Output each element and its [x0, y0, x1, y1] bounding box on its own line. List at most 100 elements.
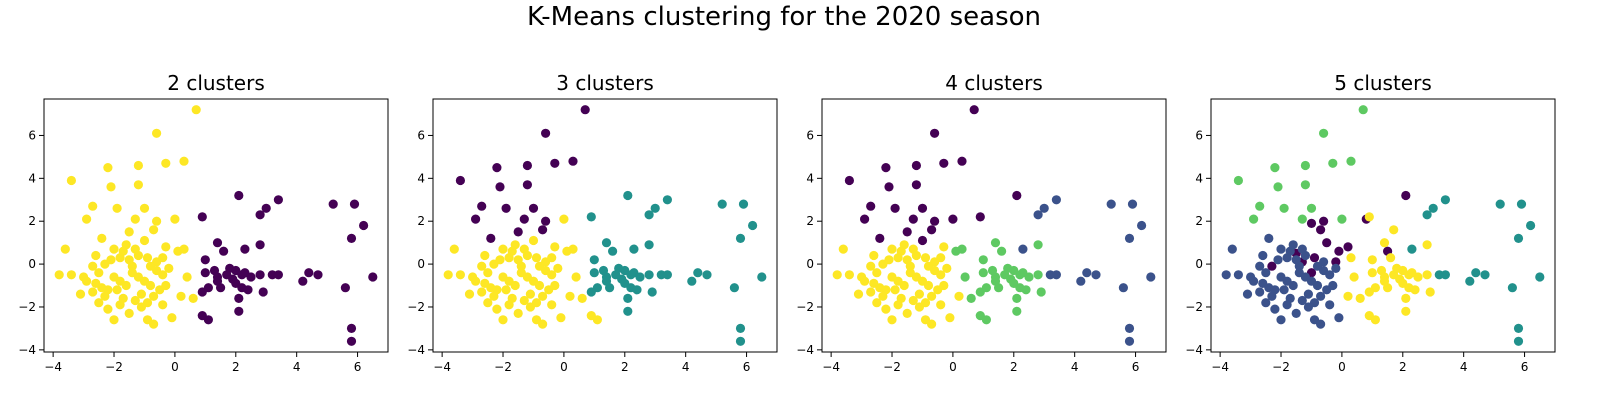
scatter-point	[492, 163, 502, 173]
scatter-point	[936, 253, 946, 263]
scatter-point	[1367, 268, 1377, 278]
scatter-point	[164, 263, 174, 273]
scatter-point	[644, 270, 654, 280]
scatter-point	[957, 244, 967, 254]
scatter-point	[565, 291, 575, 301]
axes-frame	[43, 98, 389, 353]
scatter-point	[1146, 272, 1156, 282]
scatter-point	[1091, 270, 1101, 280]
scatter-point	[1513, 323, 1524, 333]
scatter-point	[997, 246, 1007, 256]
x-tick-label: 2	[1010, 360, 1018, 374]
scatter-point	[88, 201, 98, 211]
scatter-point	[577, 293, 587, 303]
x-tick-label: 0	[949, 360, 957, 374]
scatter-point	[346, 233, 357, 243]
scatter-point	[1331, 263, 1341, 273]
scatter-points	[832, 105, 1156, 346]
scatter-point	[945, 313, 955, 323]
scatter-point	[158, 300, 168, 310]
scatter-point	[112, 203, 122, 213]
scatter-point	[1012, 306, 1022, 316]
scatter-point	[844, 175, 855, 186]
scatter-point	[106, 182, 116, 192]
scatter-point	[644, 210, 654, 220]
scatter-point	[368, 272, 378, 282]
x-tick-label: 2	[232, 360, 240, 374]
scatter-point	[1124, 323, 1135, 333]
scatter-points	[443, 105, 767, 346]
x-tick-label: 0	[560, 360, 568, 374]
scatter-point	[927, 225, 937, 235]
scatter-point	[133, 180, 143, 190]
y-tick-label: 2	[417, 214, 425, 228]
scatter-point	[531, 253, 542, 263]
scatter-point	[623, 190, 633, 201]
scatter-point	[1516, 199, 1527, 209]
y-tick-label: −4	[18, 343, 36, 357]
scatter-point	[738, 199, 749, 209]
scatter-point	[1221, 270, 1231, 280]
scatter-point	[513, 308, 523, 318]
scatter-point	[1297, 295, 1307, 306]
scatter-point	[589, 268, 599, 278]
scatter-point	[191, 105, 201, 115]
scatter-point	[1370, 315, 1380, 325]
scatter-point	[1507, 283, 1517, 293]
scatter-point	[188, 293, 198, 303]
y-tick-label: −2	[18, 300, 36, 314]
x-tick-label: 4	[293, 360, 301, 374]
scatter-point	[516, 261, 526, 271]
scatter-point	[492, 304, 502, 314]
scatter-point	[623, 293, 633, 303]
scatter-point	[522, 160, 533, 171]
scatter-point	[182, 272, 192, 282]
scatter-point	[735, 233, 746, 243]
scatter-point	[471, 214, 481, 224]
scatter-point	[1316, 291, 1326, 301]
scatter-point	[547, 270, 557, 280]
scatter-point	[541, 128, 551, 138]
scatter-point	[908, 295, 918, 306]
scatter-point	[1015, 270, 1025, 280]
scatter-point	[1364, 212, 1374, 222]
scatter-point	[1039, 203, 1049, 213]
scatter-point	[917, 235, 928, 246]
axes-frame	[821, 98, 1167, 353]
scatter-point	[693, 268, 703, 278]
scatter-point	[161, 158, 171, 168]
x-tick-label: 6	[1521, 360, 1529, 374]
scatter-point	[483, 298, 493, 308]
scatter-point	[498, 315, 508, 325]
scatter-point	[501, 285, 511, 295]
scatter-point	[130, 214, 140, 224]
scatter-point	[1276, 315, 1286, 325]
scatter-point	[313, 270, 323, 280]
scatter-point	[1422, 240, 1432, 250]
scatter-point	[152, 128, 162, 138]
scatter-point	[1273, 182, 1283, 192]
scatter-point	[1422, 270, 1432, 280]
x-tick-label: −4	[1211, 360, 1229, 374]
scatter-point	[464, 289, 475, 299]
subplot-title: 4 clusters	[945, 71, 1043, 95]
scatter-point	[872, 298, 882, 308]
scatter-point	[538, 291, 548, 301]
scatter-point	[844, 270, 855, 280]
x-tick-label: 4	[682, 360, 690, 374]
scatter-point	[234, 306, 244, 316]
y-tick-label: 4	[28, 171, 36, 185]
scatter-point	[525, 289, 536, 299]
scatter-point	[219, 246, 229, 256]
x-tick-label: −4	[44, 360, 62, 374]
scatter-point	[1535, 272, 1545, 282]
scatter-point	[1021, 285, 1031, 295]
scatter-point	[1127, 199, 1138, 209]
scatter-point	[559, 214, 569, 224]
scatter-point	[349, 199, 360, 209]
scatter-point	[1312, 261, 1323, 271]
scatter-point	[139, 203, 150, 213]
scatter-point	[161, 280, 171, 291]
scatter-point	[88, 261, 98, 271]
